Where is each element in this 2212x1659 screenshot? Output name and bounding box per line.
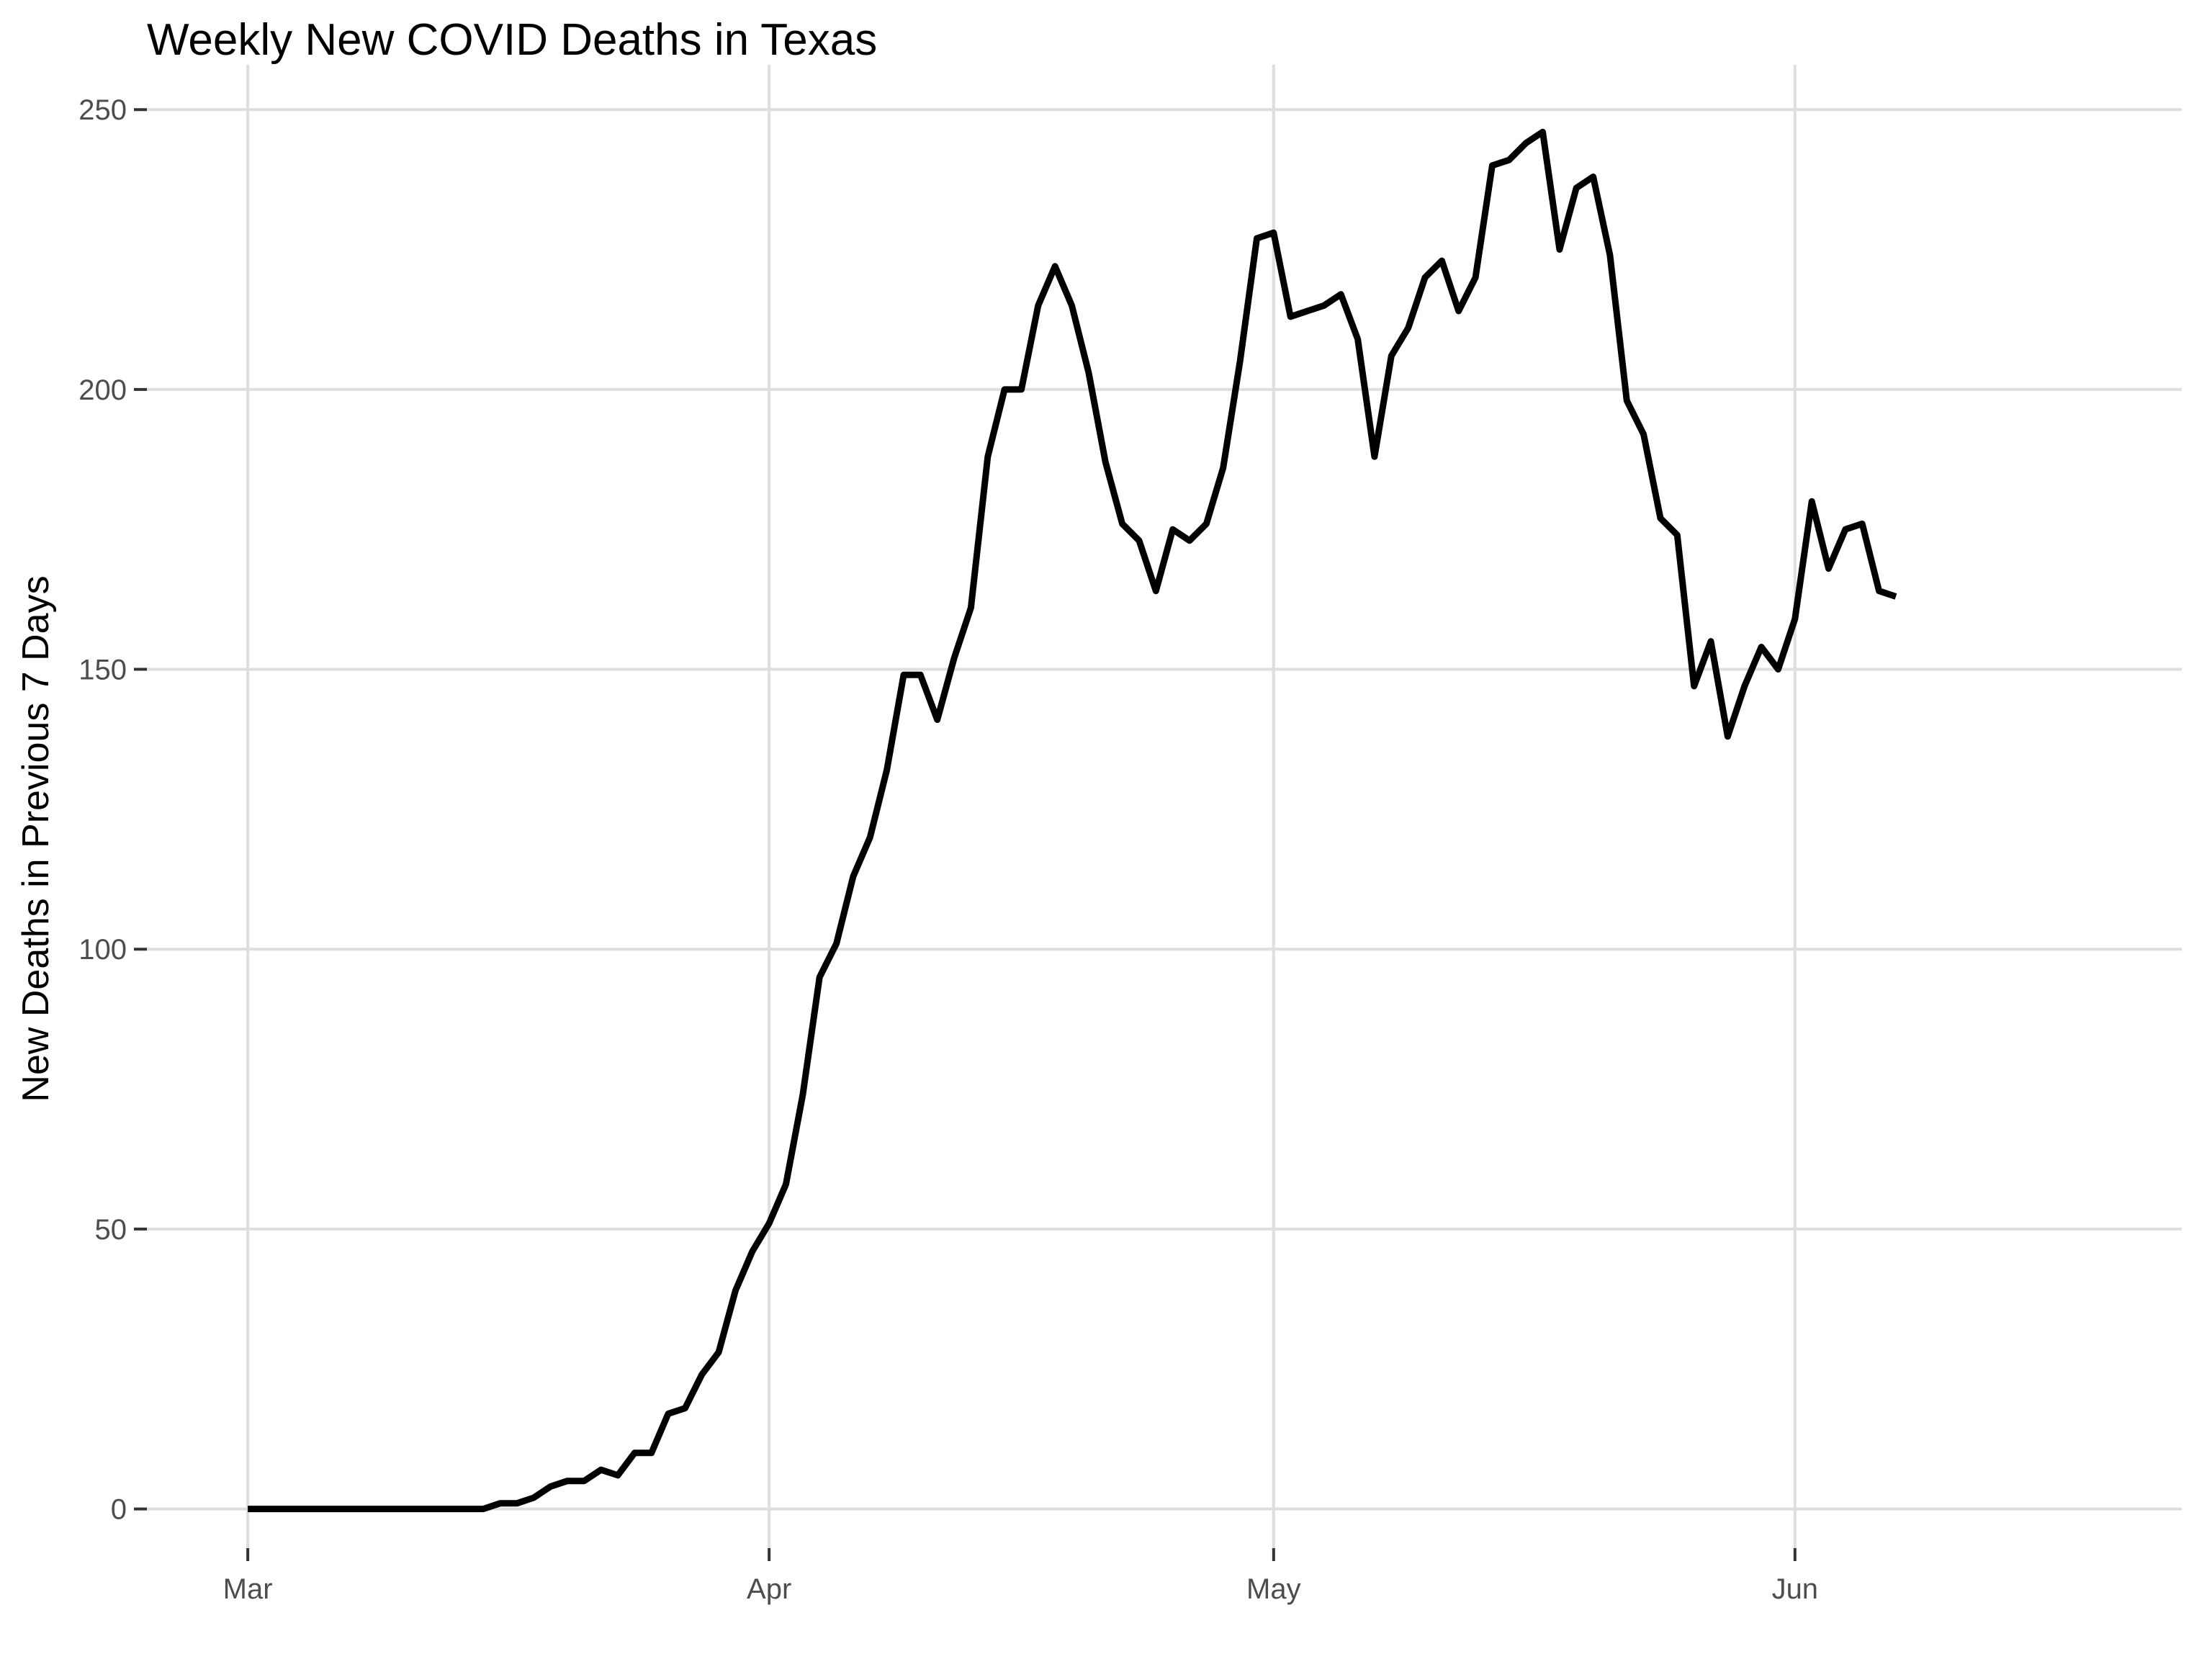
y-tick-label-5: 250 [78, 94, 127, 126]
x-axis-ticks: Mar Apr May Jun [223, 1548, 1818, 1605]
y-tick-label-2: 100 [78, 934, 127, 966]
y-tick-label-3: 150 [78, 655, 127, 686]
x-tick-label-2: May [1246, 1573, 1301, 1605]
y-tick-label-0: 0 [111, 1494, 127, 1526]
y-axis-label: New Deaths in Previous 7 Days [15, 575, 57, 1102]
y-axis-ticks: 0 50 100 150 200 250 [78, 94, 147, 1526]
x-gridlines [246, 65, 1797, 1548]
series-layer [248, 128, 1897, 1513]
x-tick-label-0: Mar [223, 1573, 273, 1605]
y-tick-label-1: 50 [95, 1214, 127, 1246]
series-line-0 [248, 128, 1897, 1513]
y-gridlines [147, 108, 2182, 1511]
y-tick-label-4: 200 [78, 374, 127, 406]
chart-title: Weekly New COVID Deaths in Texas [147, 15, 877, 65]
x-tick-label-3: Jun [1772, 1573, 1819, 1605]
x-tick-label-1: Apr [747, 1573, 791, 1605]
